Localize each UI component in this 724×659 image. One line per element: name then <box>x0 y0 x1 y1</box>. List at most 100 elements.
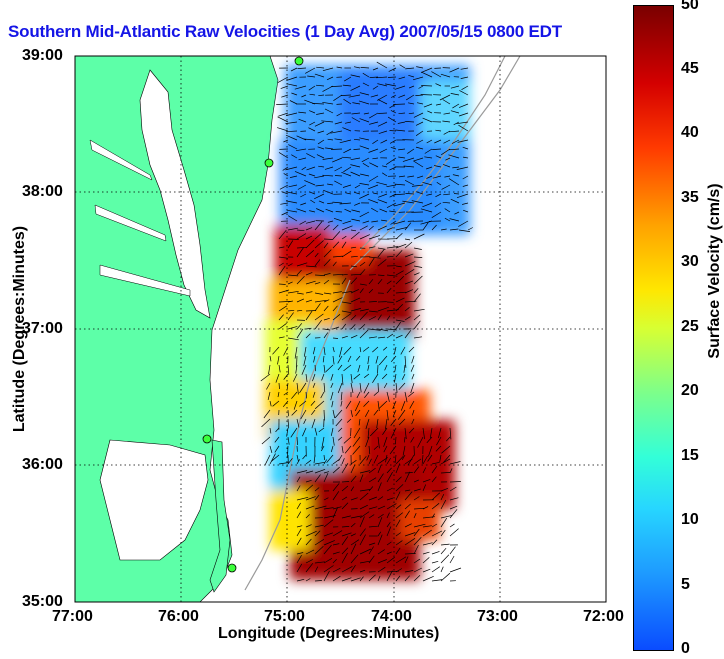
river-3 <box>99 264 191 297</box>
velocity-arrow <box>305 524 312 528</box>
velocity-arrow <box>449 486 457 492</box>
velocity-arrow <box>332 483 340 492</box>
velocity-arrow <box>326 76 334 81</box>
velocity-arrow <box>278 265 286 276</box>
velocity-arrow <box>363 400 370 407</box>
velocity-arrow <box>431 71 442 78</box>
velocity-arrow <box>362 163 370 168</box>
velocity-arrow <box>411 409 415 416</box>
velocity-arrow <box>449 509 458 519</box>
velocity-arrow <box>269 355 272 362</box>
velocity-arrow <box>404 436 406 443</box>
velocity-arrow <box>372 67 379 71</box>
velocity-arrow <box>368 316 376 321</box>
velocity-arrow <box>413 496 420 501</box>
velocity-arrow <box>431 476 437 483</box>
velocity-arrow <box>413 336 423 339</box>
velocity-arrow <box>372 157 379 160</box>
velocity-arrow <box>278 283 286 285</box>
velocity-arrow <box>268 364 271 375</box>
velocity-arrow <box>413 308 425 312</box>
velocity-arrow <box>368 458 372 465</box>
velocity-arrow <box>343 148 352 154</box>
velocity-arrow <box>357 364 361 373</box>
velocity-arrow <box>403 165 415 168</box>
velocity-arrow <box>296 292 304 295</box>
velocity-arrow <box>368 506 378 510</box>
velocity-arrow <box>440 543 450 546</box>
velocity-arrow <box>393 103 406 105</box>
velocity-arrow <box>458 229 471 232</box>
velocity-arrow <box>373 192 379 195</box>
velocity-arrow <box>339 139 352 144</box>
velocity-arrow <box>395 382 398 393</box>
velocity-arrow <box>350 246 357 249</box>
velocity-arrow <box>323 224 330 231</box>
velocity-arrow <box>309 121 316 126</box>
velocity-arrow <box>332 231 341 240</box>
velocity-arrow <box>462 156 469 159</box>
velocity-arrow <box>440 572 451 582</box>
velocity-arrow <box>296 247 304 258</box>
velocity-arrow <box>296 229 305 232</box>
y-tick-label: 36:00 <box>22 456 63 473</box>
velocity-arrow <box>278 364 281 373</box>
velocity-arrow <box>386 467 392 474</box>
velocity-arrow <box>314 461 325 465</box>
velocity-arrow <box>314 303 321 312</box>
velocity-arrow <box>305 563 314 573</box>
velocity-arrow <box>422 222 429 231</box>
velocity-arrow <box>332 273 343 276</box>
velocity-arrow <box>395 321 401 330</box>
velocity-arrow <box>305 272 313 276</box>
velocity-arrow <box>283 139 289 143</box>
velocity-arrow <box>278 152 289 159</box>
velocity-arrow <box>287 418 290 429</box>
velocity-arrow <box>342 220 352 225</box>
velocity-arrow <box>377 436 380 449</box>
velocity-arrow <box>395 276 405 285</box>
velocity-arrow <box>408 346 415 353</box>
velocity-arrow <box>353 427 361 439</box>
velocity-arrow <box>302 454 307 460</box>
velocity-arrow <box>418 85 424 89</box>
velocity-arrow <box>359 511 370 519</box>
velocity-arrow <box>296 233 307 240</box>
velocity-arrow <box>456 166 469 170</box>
velocity-arrow <box>353 148 361 150</box>
velocity-arrow <box>375 355 379 364</box>
velocity-arrow <box>395 319 405 322</box>
velocity-arrow <box>377 259 387 267</box>
velocity-arrow <box>296 578 305 582</box>
velocity-arrow <box>323 570 330 582</box>
velocity-arrow <box>335 211 343 213</box>
velocity-arrow <box>296 382 299 395</box>
velocity-arrow <box>449 67 460 73</box>
velocity-arrow <box>377 278 383 285</box>
velocity-arrow <box>434 165 442 168</box>
velocity-arrow <box>386 503 397 510</box>
velocity-arrow <box>261 418 271 428</box>
velocity-arrow <box>408 391 415 397</box>
velocity-arrow <box>395 291 406 294</box>
velocity-arrow <box>386 287 392 294</box>
velocity-arrow <box>314 580 322 582</box>
velocity-arrow <box>449 468 453 474</box>
velocity-arrow <box>341 481 350 483</box>
velocity-arrow <box>389 445 397 455</box>
velocity-arrow <box>278 262 284 267</box>
velocity-arrow <box>400 400 406 411</box>
velocity-arrow <box>350 297 361 303</box>
velocity-arrow <box>408 74 415 78</box>
velocity-arrow <box>350 164 361 168</box>
velocity-arrow <box>332 466 340 474</box>
velocity-arrow <box>449 130 460 133</box>
velocity-arrow <box>359 329 369 339</box>
river-2 <box>94 204 167 242</box>
velocity-arrow <box>422 557 430 564</box>
velocity-arrow <box>422 455 428 465</box>
velocity-arrow <box>368 256 381 259</box>
velocity-arrow <box>368 301 377 303</box>
velocity-arrow <box>386 246 399 249</box>
velocity-arrow <box>421 454 424 464</box>
